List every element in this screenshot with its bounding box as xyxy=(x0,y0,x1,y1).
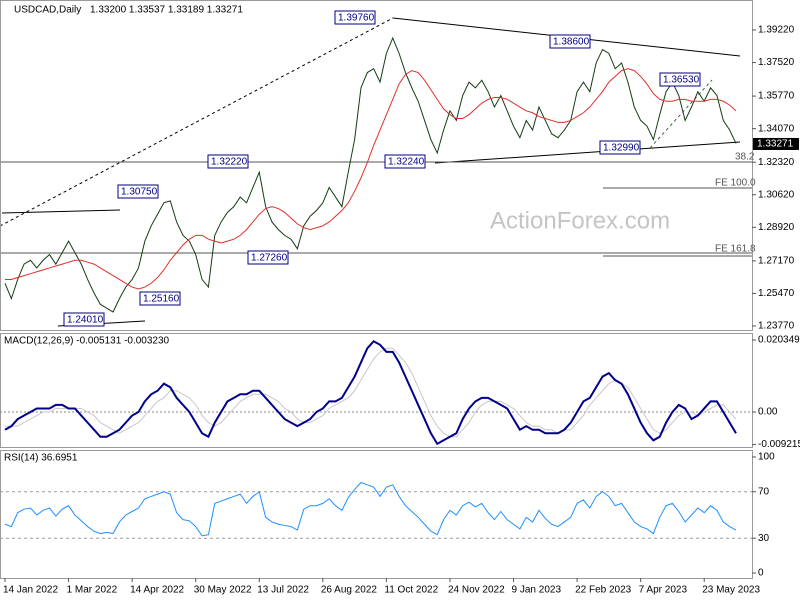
annotation: 1.36530 xyxy=(663,75,700,86)
macd-panel xyxy=(0,333,753,448)
annotation-box xyxy=(659,72,701,87)
annotation: 1.25160 xyxy=(143,294,180,305)
y-tick-label: 0.020349 xyxy=(758,335,800,346)
annotation-box xyxy=(63,312,105,327)
x-tick-label: 22 Feb 2023 xyxy=(575,585,632,596)
y-tick-label: 1.23770 xyxy=(758,321,795,332)
x-tick-label: 14 Apr 2022 xyxy=(130,585,184,596)
x-tick-label: 26 Aug 2022 xyxy=(321,585,378,596)
y-tick-label: 1.37520 xyxy=(758,57,795,68)
annotation-box xyxy=(599,140,641,155)
rsi-title: RSI(14) 36.6951 xyxy=(4,453,78,464)
y-tick-label: 1.28920 xyxy=(758,222,795,233)
annotation-box xyxy=(207,154,249,169)
y-tick-label: 1.32320 xyxy=(758,157,795,168)
x-tick-label: 23 May 2023 xyxy=(702,585,760,596)
fib-label: 38.2 xyxy=(735,152,755,163)
last-price-label: 1.33271 xyxy=(757,139,794,150)
annotation: 1.32990 xyxy=(603,143,640,154)
fib-label: FE 161.8 xyxy=(715,244,756,255)
annotation: 1.32240 xyxy=(388,157,425,168)
macd-title: MACD(12,26,9) -0.005131 -0.003230 xyxy=(4,336,170,347)
y-tick-label: 0.00 xyxy=(758,407,778,418)
y-tick-label: 1.34070 xyxy=(758,123,795,134)
chart-title: USDCAD,Daily xyxy=(14,5,81,16)
x-tick-label: 11 Oct 2022 xyxy=(384,585,438,596)
series-line xyxy=(5,68,737,290)
x-tick-label: 13 Jul 2022 xyxy=(257,585,309,596)
trendline xyxy=(434,141,741,164)
x-tick-label: 9 Jan 2023 xyxy=(512,585,562,596)
x-tick-label: 1 Mar 2022 xyxy=(67,585,118,596)
annotation: 1.24010 xyxy=(67,315,104,326)
x-tick-label: 7 Apr 2023 xyxy=(639,585,688,596)
annotation-box xyxy=(247,250,289,265)
y-tick-label: 1.27170 xyxy=(758,255,795,266)
y-tick-label: 70 xyxy=(758,486,770,497)
annotation-box xyxy=(334,10,376,25)
annotation: 1.30750 xyxy=(121,187,158,198)
series-line xyxy=(4,481,737,537)
trendline xyxy=(0,17,394,227)
x-tick-label: 24 Nov 2022 xyxy=(448,585,505,596)
annotation-box xyxy=(117,184,159,199)
y-tick-label: 1.39220 xyxy=(758,25,795,36)
ohlc-values: 1.33200 1.33537 1.33189 1.33271 xyxy=(90,5,243,16)
annotation-box xyxy=(384,154,426,169)
annotation: 1.27260 xyxy=(251,253,288,264)
series-line xyxy=(5,347,737,438)
y-tick-label: 1.25470 xyxy=(758,288,795,299)
x-tick-label: 14 Jan 2022 xyxy=(3,585,58,596)
y-tick-label: 1.35770 xyxy=(758,91,795,102)
annotation-box xyxy=(549,34,591,49)
y-tick-label: 0 xyxy=(758,568,764,579)
series-line xyxy=(4,339,737,446)
trendline xyxy=(1,209,121,214)
series-line xyxy=(4,36,737,313)
y-tick-label: 30 xyxy=(758,533,770,544)
y-tick-label: 100 xyxy=(758,452,775,463)
annotation-box xyxy=(139,291,181,306)
rsi-panel xyxy=(0,450,753,579)
y-tick-label: 1.30620 xyxy=(758,189,795,200)
y-tick-label: -0.009215 xyxy=(758,439,800,450)
x-tick-label: 30 May 2022 xyxy=(194,585,252,596)
annotation: 1.32220 xyxy=(211,157,248,168)
annotation: 1.39760 xyxy=(338,13,375,24)
annotation: 1.38600 xyxy=(553,37,590,48)
fib-label: FE 100.0 xyxy=(715,178,756,189)
watermark: ActionForex.com xyxy=(490,207,670,234)
price-panel xyxy=(0,0,753,331)
last-price-box xyxy=(753,137,799,150)
